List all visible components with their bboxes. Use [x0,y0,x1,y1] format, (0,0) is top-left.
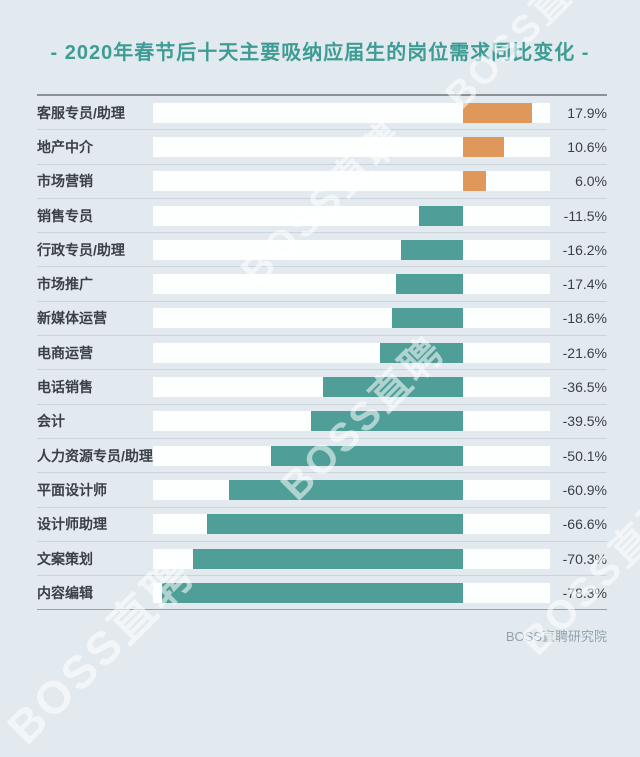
bar-chart: 客服专员/助理 17.9% 地产中介 10.6% 市场营销 6.0% 销售专员 -11.5% 行… [37,94,607,611]
category-label: 平面设计师 [37,481,107,498]
value-label: 10.6% [567,138,607,155]
negative-bar [396,274,463,295]
chart-title: - 2020年春节后十天主要吸纳应届生的岗位需求同比变化 - [50,42,590,64]
value-label: -11.5% [563,207,607,224]
chart-row: 客服专员/助理 17.9% [37,96,607,131]
value-label: -39.5% [562,413,607,430]
category-label: 设计师助理 [37,516,107,533]
negative-bar [207,514,463,535]
chart-row: 新媒体运营 -18.6% [37,302,607,337]
bar-track [153,548,550,569]
value-label: -70.3% [562,550,607,567]
value-label: -66.6% [562,516,607,533]
negative-bar [229,479,463,500]
chart-row: 会计 -39.5% [37,405,607,439]
chart-rows: 客服专员/助理 17.9% 地产中介 10.6% 市场营销 6.0% 销售专员 -11.5% 行… [37,96,607,611]
chart-row: 人力资源专员/助理 -50.1% [37,439,607,474]
category-label: 人力资源专员/助理 [37,447,153,464]
category-label: 新媒体运营 [37,310,107,327]
negative-bar [193,548,463,569]
value-label: -21.6% [562,344,607,361]
chart-row: 市场营销 6.0% [37,165,607,199]
chart-row: 平面设计师 -60.9% [37,473,607,508]
bar-track [153,445,550,466]
bar-track [153,239,550,260]
chart-row: 电商运营 -21.6% [37,336,607,371]
chart-row: 地产中介 10.6% [37,130,607,165]
value-label: -16.2% [562,241,607,258]
value-label: 6.0% [575,173,607,190]
negative-bar [322,377,463,398]
category-label: 行政专员/助理 [37,241,125,258]
bar-track [153,171,550,192]
value-label: 17.9% [567,104,607,121]
negative-bar [380,342,463,363]
value-label: -60.9% [562,481,607,498]
category-label: 会计 [37,413,65,430]
category-label: 电话销售 [37,379,93,396]
chart-row: 电话销售 -36.5% [37,370,607,405]
chart-row: 文案策划 -70.3% [37,542,607,577]
negative-bar [391,308,463,329]
bar-track [153,205,550,226]
negative-bar [162,582,463,603]
chart-row: 市场推广 -17.4% [37,267,607,302]
value-label: -17.4% [562,276,607,293]
bar-track [153,582,550,603]
bar-track [153,514,550,535]
negative-bar [400,239,463,260]
negative-bar [270,445,463,466]
category-label: 市场营销 [37,173,93,190]
value-label: -78.3% [562,584,607,601]
category-label: 文案策划 [37,550,93,567]
negative-bar [418,205,463,226]
positive-bar [463,102,532,123]
negative-bar [311,411,463,432]
bar-track [153,411,550,432]
value-label: -36.5% [562,379,607,396]
value-label: -18.6% [562,310,607,327]
positive-bar [463,136,504,157]
chart-row: 行政专员/助理 -16.2% [37,233,607,268]
chart-row: 设计师助理 -66.6% [37,508,607,542]
bar-track [153,342,550,363]
bar-track [153,308,550,329]
bar-track [153,102,550,123]
bar-track [153,274,550,295]
category-label: 市场推广 [37,276,93,293]
chart-row: 内容编辑 -78.3% [37,576,607,611]
category-label: 地产中介 [37,138,93,155]
positive-bar [463,171,487,192]
category-label: 客服专员/助理 [37,104,125,121]
bar-track [153,377,550,398]
bar-track [153,479,550,500]
category-label: 内容编辑 [37,584,93,601]
category-label: 销售专员 [37,207,93,224]
category-label: 电商运营 [37,344,93,361]
chart-row: 销售专员 -11.5% [37,199,607,234]
bar-track [153,136,550,157]
value-label: -50.1% [562,447,607,464]
source-credit: BOSS直聘研究院 [505,629,607,644]
